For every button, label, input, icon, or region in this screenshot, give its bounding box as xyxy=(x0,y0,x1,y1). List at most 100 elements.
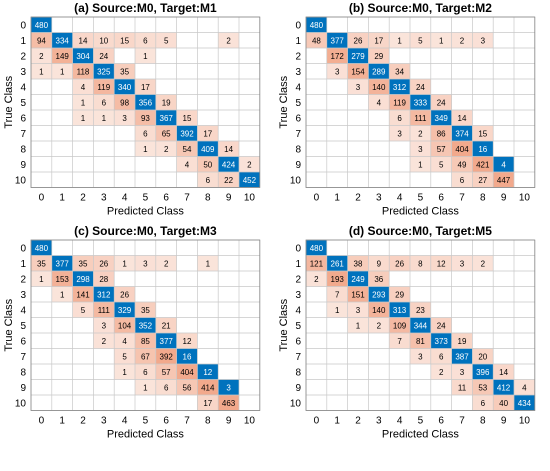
cell-value: 24 xyxy=(437,98,446,107)
cell-value: 15 xyxy=(183,114,192,123)
matrix-cell xyxy=(493,172,514,188)
cell-value: 434 xyxy=(518,399,532,408)
matrix-cell xyxy=(197,364,219,380)
matrix-cell xyxy=(389,333,410,349)
cell-value: 56 xyxy=(183,383,192,392)
cell-value: 2 xyxy=(460,36,465,45)
cell-value: 261 xyxy=(331,259,345,268)
cell-value: 35 xyxy=(37,259,46,268)
matrix-cell xyxy=(410,302,431,318)
x-tick-label: 7 xyxy=(459,193,465,204)
matrix-cell xyxy=(31,32,52,48)
matrix-cell xyxy=(135,79,156,95)
x-tick-label: 5 xyxy=(418,416,424,427)
x-tick-label: 8 xyxy=(480,416,486,427)
matrix-cell xyxy=(114,364,135,380)
y-tick-label: 10 xyxy=(290,398,302,409)
x-tick-label: 0 xyxy=(314,416,320,427)
matrix-cell xyxy=(135,94,156,110)
matrix-cell xyxy=(114,302,135,318)
cell-value: 2 xyxy=(418,129,423,138)
cell-value: 298 xyxy=(76,275,90,284)
matrix-cell xyxy=(389,125,410,141)
cell-value: 17 xyxy=(203,399,212,408)
matrix-cell xyxy=(155,255,177,271)
matrix-cell xyxy=(389,32,410,48)
y-tick-label: 10 xyxy=(290,175,302,186)
cell-value: 53 xyxy=(478,383,487,392)
matrix-cell xyxy=(410,141,431,157)
cell-value: 367 xyxy=(160,114,174,123)
matrix-cell xyxy=(389,255,410,271)
matrix-cell xyxy=(197,255,219,271)
matrix-cell xyxy=(410,317,431,333)
y-tick-label: 2 xyxy=(295,274,301,285)
cell-value: 480 xyxy=(35,21,49,30)
matrix-cell xyxy=(347,302,369,318)
cell-value: 1 xyxy=(143,383,148,392)
matrix-cell xyxy=(155,317,177,333)
x-tick-label: 5 xyxy=(418,193,424,204)
cell-value: 12 xyxy=(203,368,212,377)
cell-value: 5 xyxy=(81,306,86,315)
matrix-cell xyxy=(451,379,473,395)
cell-value: 1 xyxy=(60,67,65,76)
matrix-cell xyxy=(155,379,177,395)
matrix-cell xyxy=(218,156,239,172)
cell-value: 6 xyxy=(102,98,107,107)
cell-value: 6 xyxy=(206,176,211,185)
matrix-cell xyxy=(326,302,348,318)
y-tick-label: 9 xyxy=(20,383,26,394)
x-tick-label: 3 xyxy=(376,193,382,204)
cell-value: 452 xyxy=(243,176,257,185)
cell-value: 377 xyxy=(160,337,174,346)
y-tick-label: 4 xyxy=(295,82,301,93)
cell-value: 5 xyxy=(439,160,444,169)
matrix-cell xyxy=(218,395,239,411)
cell-value: 1 xyxy=(81,114,86,123)
cell-value: 1 xyxy=(356,321,361,330)
cell-value: 447 xyxy=(497,176,511,185)
matrix-cell xyxy=(135,125,156,141)
x-tick-label: 9 xyxy=(501,416,507,427)
matrix-cell xyxy=(389,79,410,95)
matrix-cell xyxy=(410,333,431,349)
matrix-cell xyxy=(326,48,348,64)
y-tick-label: 7 xyxy=(295,352,301,363)
matrix-cell xyxy=(72,110,94,126)
matrix-cell xyxy=(114,286,135,302)
cell-value: 392 xyxy=(180,129,194,138)
cell-value: 3 xyxy=(460,368,465,377)
matrix-cell xyxy=(72,286,94,302)
cell-value: 26 xyxy=(395,259,404,268)
matrix-cell xyxy=(31,63,52,79)
x-tick-label: 1 xyxy=(334,416,340,427)
cell-value: 12 xyxy=(183,337,192,346)
matrix-cell xyxy=(368,286,390,302)
matrix-cell xyxy=(176,364,198,380)
cell-value: 396 xyxy=(476,368,490,377)
matrix-cell xyxy=(72,94,94,110)
cell-value: 6 xyxy=(143,368,148,377)
cell-value: 374 xyxy=(455,129,469,138)
matrix-cell xyxy=(347,79,369,95)
x-axis-label: Predicted Class xyxy=(107,206,185,218)
x-tick-label: 6 xyxy=(163,416,169,427)
cell-value: 1 xyxy=(143,145,148,154)
matrix-cell xyxy=(326,271,348,287)
cell-value: 118 xyxy=(77,67,90,76)
matrix-cell xyxy=(368,271,390,287)
cell-value: 21 xyxy=(162,321,171,330)
matrix-cell xyxy=(306,32,327,48)
matrix-cell xyxy=(114,32,135,48)
matrix-border xyxy=(30,16,261,188)
cell-value: 3 xyxy=(356,306,361,315)
matrix-cell xyxy=(176,141,198,157)
cell-value: 38 xyxy=(354,259,363,268)
matrix-cell xyxy=(93,271,115,287)
cell-value: 29 xyxy=(374,52,383,61)
cell-value: 35 xyxy=(120,67,129,76)
matrix-cell xyxy=(347,286,369,302)
